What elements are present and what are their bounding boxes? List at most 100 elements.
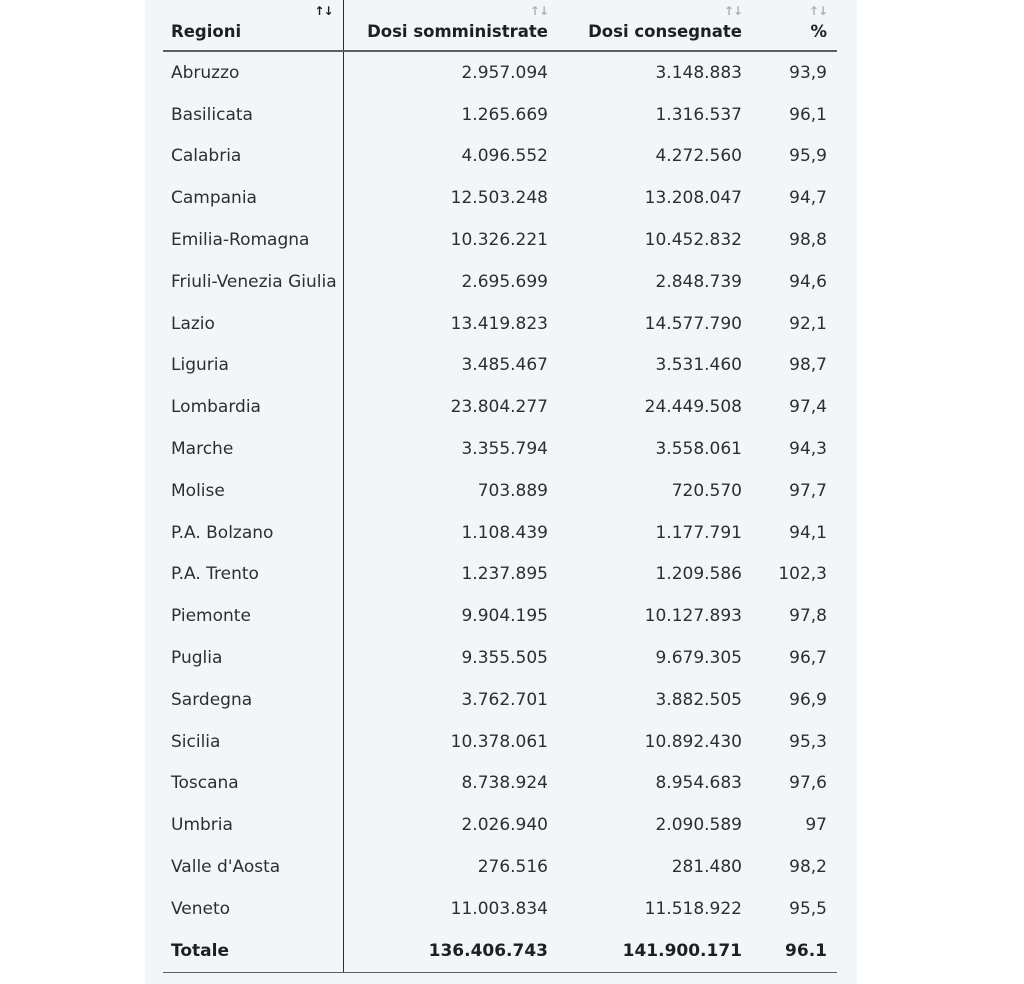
column-header-dosi-consegnate[interactable]: ↑↓ Dosi consegnate: [558, 0, 752, 52]
cell-region: Umbria: [163, 804, 344, 847]
cell-percent: 94,6: [789, 271, 827, 292]
cell-percent: 97,8: [789, 606, 827, 627]
cell-percent: 97: [805, 815, 827, 836]
cell-dosi-somministrate: 136.406.743: [343, 929, 558, 973]
cell-dosi-somministrate: 3.355.794: [461, 439, 548, 460]
table-row: Umbria 2.026.940 2.090.589 97: [163, 804, 837, 847]
table-row: Sardegna 3.762.701 3.882.505 96,9: [163, 678, 837, 721]
table-row: Campania 12.503.248 13.208.047 94,7: [163, 177, 837, 220]
cell-dosi-somministrate: 9.355.505: [461, 648, 548, 669]
cell-region: Campania: [163, 177, 344, 220]
cell-percent: 94,7: [789, 188, 827, 209]
cell-dosi-somministrate: 1.265.669: [461, 104, 548, 125]
cell-dosi-somministrate: 13.419.823: [450, 313, 548, 334]
table-row: Calabria 4.096.552 4.272.560 95,9: [163, 135, 837, 178]
cell-dosi-consegnate: 8.954.683: [655, 773, 742, 794]
table-row: Lazio 13.419.823 14.577.790 92,1: [163, 302, 837, 345]
table-row: Basilicata 1.265.669 1.316.537 96,1: [163, 93, 837, 136]
cell-dosi-consegnate: 13.208.047: [644, 188, 742, 209]
table-row: Veneto 11.003.834 11.518.922 95,5: [163, 887, 837, 930]
sort-icon[interactable]: ↑↓: [529, 4, 549, 18]
cell-dosi-consegnate: 1.177.791: [655, 522, 742, 543]
cell-percent: 96.1: [752, 929, 837, 973]
cell-dosi-somministrate: 276.516: [477, 857, 548, 878]
sort-icon[interactable]: ↑↓: [808, 4, 828, 18]
cell-dosi-consegnate: 24.449.508: [644, 397, 742, 418]
cell-percent: 92,1: [789, 313, 827, 334]
column-header-label: %: [810, 22, 827, 41]
cell-percent: 96,1: [789, 104, 827, 125]
cell-region: Toscana: [163, 762, 344, 805]
cell-percent: 94,1: [789, 522, 827, 543]
table-row: Abruzzo 2.957.094 3.148.883 93,9: [163, 51, 837, 94]
cell-dosi-somministrate: 9.904.195: [461, 606, 548, 627]
table-row: Toscana 8.738.924 8.954.683 97,6: [163, 762, 837, 805]
table-row: P.A. Trento 1.237.895 1.209.586 102,3: [163, 553, 837, 596]
table-row: Piemonte 9.904.195 10.127.893 97,8: [163, 595, 837, 638]
cell-dosi-somministrate: 2.695.699: [461, 271, 548, 292]
column-header-label: Dosi somministrate: [367, 22, 548, 41]
vaccine-doses-table: ↑↓ Regioni ↑↓ Dosi somministrate ↑↓ Dosi…: [163, 0, 837, 973]
cell-dosi-consegnate: 720.570: [671, 480, 742, 501]
table-row: P.A. Bolzano 1.108.439 1.177.791 94,1: [163, 511, 837, 554]
cell-region: Basilicata: [163, 93, 344, 136]
cell-region: Emilia-Romagna: [163, 219, 344, 261]
cell-dosi-consegnate: 3.531.460: [655, 355, 742, 376]
cell-dosi-consegnate: 14.577.790: [644, 313, 742, 334]
table-row: Friuli-Venezia Giulia 2.695.699 2.848.739 9…: [163, 260, 837, 303]
cell-dosi-consegnate: 3.148.883: [655, 62, 742, 83]
cell-dosi-somministrate: 703.889: [477, 480, 548, 501]
cell-region: P.A. Trento: [163, 553, 344, 596]
cell-dosi-consegnate: 3.558.061: [655, 439, 742, 460]
table-row: Marche 3.355.794 3.558.061 94,3: [163, 428, 837, 470]
cell-dosi-consegnate: 141.900.171: [558, 929, 752, 973]
cell-dosi-somministrate: 10.326.221: [450, 230, 548, 251]
cell-region: Veneto: [163, 887, 344, 930]
cell-region: Liguria: [163, 344, 344, 387]
column-header-regioni[interactable]: ↑↓ Regioni: [163, 0, 344, 52]
cell-region: Molise: [163, 469, 344, 512]
cell-percent: 95,3: [789, 731, 827, 752]
cell-dosi-somministrate: 11.003.834: [450, 898, 548, 919]
cell-dosi-somministrate: 1.108.439: [461, 522, 548, 543]
table-total-row: Totale 136.406.743 141.900.171 96.1: [163, 929, 837, 973]
cell-region: Totale: [163, 929, 344, 973]
cell-dosi-somministrate: 23.804.277: [450, 397, 548, 418]
cell-region: Abruzzo: [163, 51, 344, 94]
cell-region: Friuli-Venezia Giulia: [163, 260, 344, 303]
column-header-dosi-somministrate[interactable]: ↑↓ Dosi somministrate: [343, 0, 558, 52]
cell-region: Marche: [163, 428, 344, 470]
cell-dosi-somministrate: 1.237.895: [461, 564, 548, 585]
table-row: Puglia 9.355.505 9.679.305 96,7: [163, 637, 837, 679]
cell-percent: 96,9: [789, 689, 827, 710]
sort-icon[interactable]: ↑↓: [314, 4, 333, 18]
table-body: Abruzzo 2.957.094 3.148.883 93,9 Basilicata 1…: [163, 51, 837, 973]
cell-dosi-consegnate: 10.452.832: [644, 230, 742, 251]
cell-dosi-consegnate: 10.127.893: [644, 606, 742, 627]
cell-dosi-consegnate: 1.316.537: [655, 104, 742, 125]
cell-region: Lazio: [163, 302, 344, 345]
column-header-label: Dosi consegnate: [588, 22, 742, 41]
cell-percent: 95,5: [789, 898, 827, 919]
table-row: Liguria 3.485.467 3.531.460 98,7: [163, 344, 837, 387]
cell-percent: 97,6: [789, 773, 827, 794]
cell-dosi-somministrate: 2.957.094: [461, 62, 548, 83]
cell-dosi-consegnate: 2.090.589: [655, 815, 742, 836]
cell-percent: 95,9: [789, 146, 827, 167]
cell-region: Calabria: [163, 135, 344, 178]
cell-percent: 97,7: [789, 480, 827, 501]
cell-percent: 96,7: [789, 648, 827, 669]
cell-dosi-consegnate: 4.272.560: [655, 146, 742, 167]
cell-percent: 93,9: [789, 62, 827, 83]
cell-dosi-somministrate: 8.738.924: [461, 773, 548, 794]
cell-region: Valle d'Aosta: [163, 846, 344, 888]
column-header-percent[interactable]: ↑↓ %: [752, 0, 837, 52]
cell-dosi-somministrate: 2.026.940: [461, 815, 548, 836]
sort-icon[interactable]: ↑↓: [723, 4, 743, 18]
cell-region: Puglia: [163, 637, 344, 679]
cell-region: Sicilia: [163, 720, 344, 763]
cell-dosi-consegnate: 1.209.586: [655, 564, 742, 585]
table-row: Molise 703.889 720.570 97,7: [163, 469, 837, 512]
column-header-label: Regioni: [171, 22, 242, 41]
table-header-row: ↑↓ Regioni ↑↓ Dosi somministrate ↑↓ Dosi…: [163, 0, 837, 52]
